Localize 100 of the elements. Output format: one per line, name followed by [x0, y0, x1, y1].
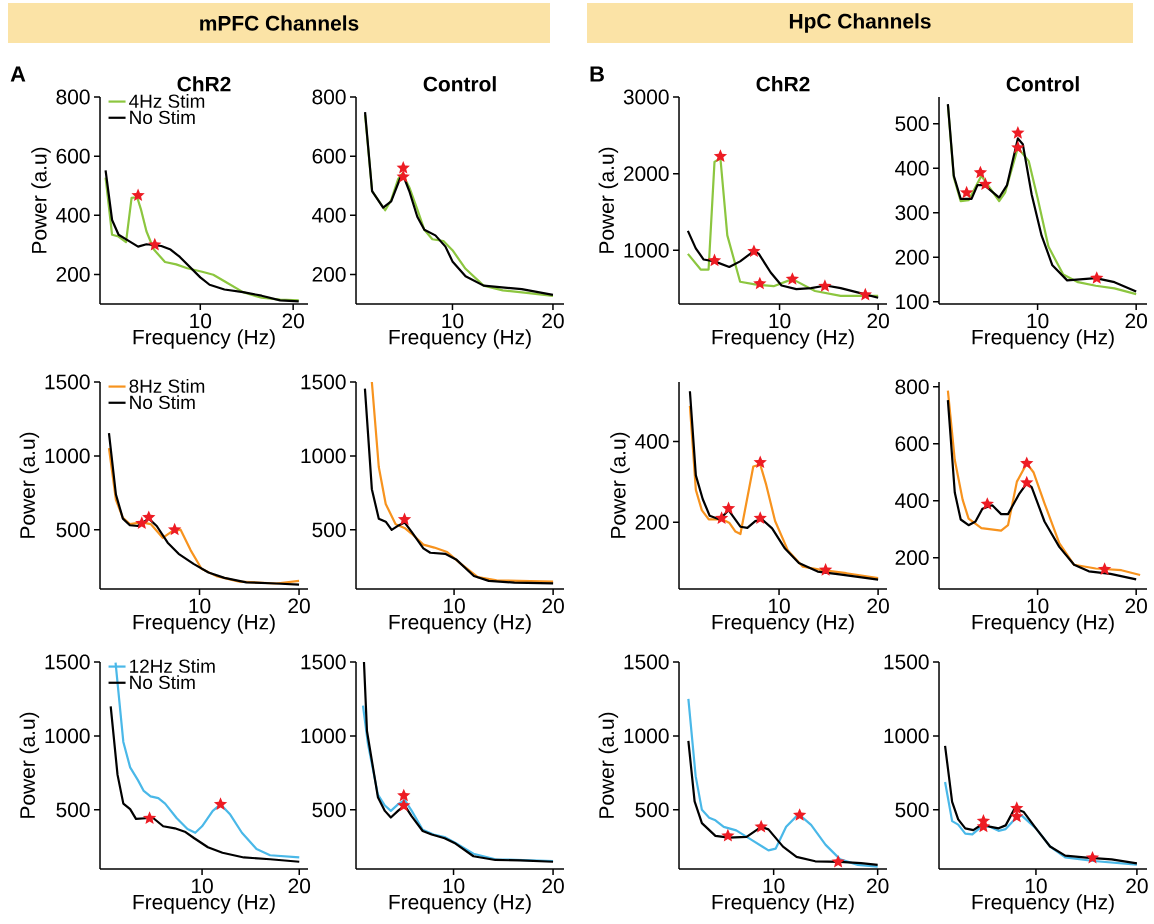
x-axis-title: Frequency (Hz)	[389, 329, 531, 349]
y-tick-label: 1000	[624, 242, 669, 258]
x-tick-label: 10	[190, 313, 212, 329]
point	[1020, 475, 1034, 489]
y-tick-label: 1000	[884, 728, 929, 744]
point	[1085, 850, 1100, 864]
y-tick-label: 500	[312, 522, 346, 538]
x-axis-title: Frequency (Hz)	[133, 329, 275, 349]
y-tick-label: 400	[312, 207, 346, 223]
y-tick-label: 3000	[623, 89, 669, 105]
point	[973, 165, 988, 179]
point	[713, 149, 728, 162]
x-tick-label: 10	[443, 878, 465, 894]
y-tick-label: 500	[895, 116, 929, 132]
point	[1097, 562, 1112, 575]
point	[1011, 126, 1025, 139]
point	[818, 562, 833, 576]
point	[753, 455, 767, 469]
point	[135, 516, 149, 529]
chart-title: ChR2	[756, 76, 810, 92]
point	[1010, 809, 1024, 823]
x-tick-label: 20	[867, 598, 889, 614]
y-axis-title: Power (a.u)	[31, 147, 51, 253]
point	[714, 511, 729, 524]
point	[858, 287, 872, 301]
point	[747, 244, 761, 258]
x-tick-label: 20	[288, 878, 311, 894]
y-tick-label: 200	[312, 267, 346, 282]
x-tick-label: 20	[288, 598, 310, 614]
y-tick-label: 1500	[624, 654, 669, 670]
y-tick-label: 1000	[45, 728, 90, 744]
x-tick-label: 10	[769, 313, 791, 329]
chart-title: Control	[423, 76, 496, 92]
y-tick-label: 1000	[624, 728, 669, 744]
text: HpC Channels	[789, 13, 931, 33]
y-tick-label: 1000	[45, 448, 90, 464]
legend-label: 4Hz Stim	[129, 93, 205, 108]
x-axis-title: Frequency (Hz)	[972, 894, 1114, 914]
y-tick-label: 200	[635, 514, 669, 530]
x-axis-title: Frequency (Hz)	[133, 894, 275, 914]
y-tick-label: 300	[895, 205, 929, 221]
line-series	[109, 705, 301, 863]
point	[831, 854, 845, 868]
y-tick-label: 800	[56, 89, 90, 105]
point	[978, 177, 992, 190]
x-axis-title: Frequency (Hz)	[972, 329, 1114, 349]
y-tick-label: 1500	[45, 654, 90, 670]
x-axis-title: Frequency (Hz)	[972, 614, 1114, 634]
legend-label: No Stim	[130, 675, 195, 690]
y-tick-label: 1000	[301, 448, 346, 464]
y-tick-label: 500	[56, 522, 90, 538]
y-tick-label: 200	[56, 267, 90, 282]
y-tick-label: 400	[895, 493, 929, 509]
y-tick-label: 500	[312, 802, 346, 818]
y-tick-label: 600	[895, 436, 929, 452]
y-tick-label: 400	[635, 434, 669, 449]
x-axis-title: Frequency (Hz)	[712, 329, 854, 349]
x-tick-label: 20	[867, 313, 889, 329]
x-tick-label: 10	[769, 598, 790, 614]
y-axis-title: Power (a.u)	[19, 432, 40, 538]
point	[1020, 456, 1034, 470]
point	[707, 253, 722, 267]
point	[980, 497, 994, 510]
x-tick-label: 20	[867, 878, 889, 894]
x-axis-title: Frequency (Hz)	[712, 894, 854, 914]
point	[793, 808, 807, 821]
x-tick-label: 20	[282, 313, 304, 329]
point	[142, 510, 156, 524]
y-tick-label: 200	[895, 249, 929, 265]
x-tick-label: 20	[1125, 598, 1147, 614]
x-tick-label: 10	[1027, 598, 1049, 614]
line-series	[361, 704, 555, 863]
y-tick-label: 1500	[45, 374, 90, 390]
y-tick-label: 600	[56, 148, 90, 164]
point	[818, 279, 832, 292]
point	[1090, 271, 1104, 284]
x-axis-title: Frequency (Hz)	[133, 614, 275, 634]
x-tick-label: 10	[192, 878, 213, 894]
y-tick-label: 1500	[884, 654, 929, 670]
chart-title: ChR2	[177, 76, 231, 92]
legend-label: 12Hz Stim	[130, 658, 215, 673]
line-series	[943, 744, 1139, 865]
point	[959, 185, 974, 199]
x-tick-label: 10	[442, 313, 464, 329]
y-tick-label: 2000	[624, 166, 669, 182]
legend-label: 8Hz Stim	[129, 378, 205, 393]
x-tick-label: 10	[444, 598, 465, 614]
y-tick-label: 1500	[301, 374, 346, 390]
y-tick-label: 500	[635, 802, 669, 818]
x-axis-title: Frequency (Hz)	[712, 614, 854, 634]
x-tick-label: 20	[542, 598, 564, 614]
point	[785, 272, 800, 285]
x-tick-label: 10	[1025, 878, 1047, 894]
point	[754, 819, 768, 833]
point	[721, 828, 735, 842]
x-tick-label: 20	[1126, 878, 1148, 894]
x-tick-label: 20	[1125, 313, 1147, 329]
y-axis-title: Power (a.u)	[598, 147, 619, 253]
y-tick-label: 500	[895, 802, 929, 818]
text: A	[10, 66, 26, 82]
